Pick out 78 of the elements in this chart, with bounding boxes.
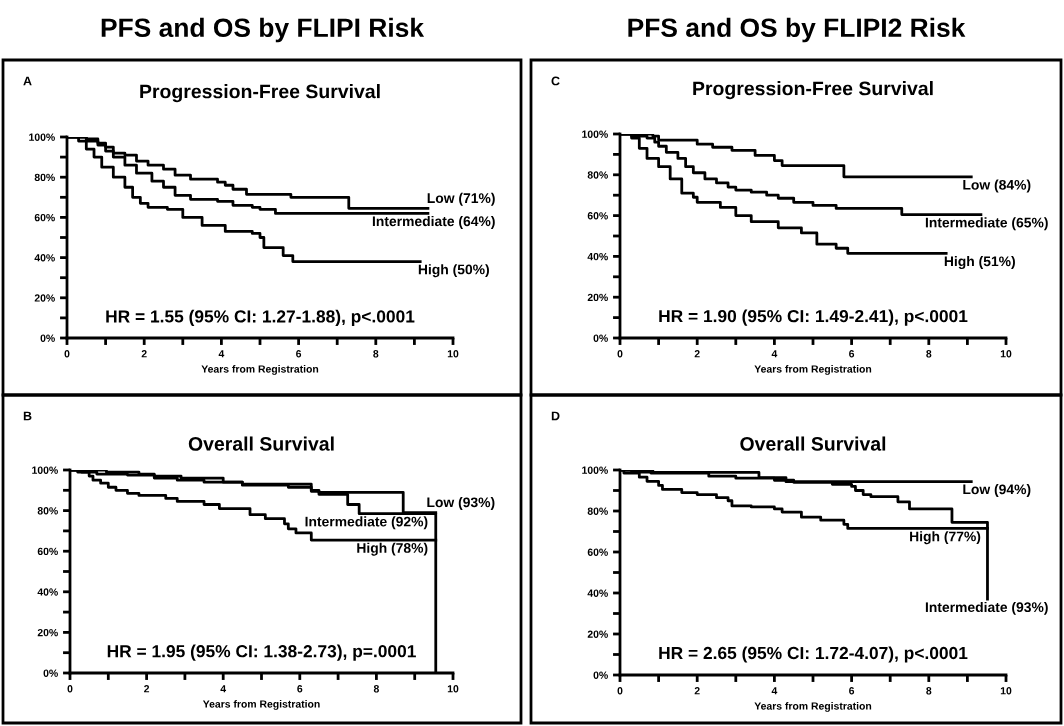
x-axis-title: Years from Registration [202, 700, 320, 710]
y-tick-label: 20% [587, 630, 608, 638]
y-tick-label: 80% [587, 171, 608, 179]
x-tick-label: 0 [67, 685, 73, 693]
text: B [23, 411, 32, 421]
y-tick-label: 40% [37, 588, 58, 596]
series-label: Intermediate (65%) [925, 217, 1048, 231]
y-tick-label: 20% [34, 294, 55, 302]
x-tick-label: 2 [694, 687, 700, 695]
y-tick-label: 0% [593, 671, 608, 679]
y-tick-label: 0% [40, 334, 55, 342]
x-tick-label: 2 [694, 350, 700, 358]
y-tick-label: 100% [32, 466, 58, 474]
y-tick-label: 20% [587, 293, 608, 302]
x-tick-label: 4 [771, 687, 778, 695]
chart-title: Overall Survival [740, 436, 886, 451]
x-tick-label: 2 [144, 685, 150, 693]
chart-subtitle: Progression-Free Survival [140, 84, 380, 103]
x-tick-label: 6 [849, 350, 855, 358]
x-tick-label: 8 [373, 685, 379, 693]
series-label: High (51%) [944, 256, 1015, 270]
series-label: High (77%) [910, 531, 981, 545]
x-axis-title: Years from Registration [754, 702, 872, 712]
y-tick-label: 60% [37, 547, 58, 556]
x-tick-label: 2 [141, 350, 147, 358]
chart-title: Overall Survival [188, 436, 334, 451]
x-tick-label: 10 [447, 350, 459, 358]
y-tick-label: 40% [587, 252, 608, 261]
x-tick-label: 6 [849, 687, 855, 695]
y-tick-label: 80% [587, 507, 608, 515]
y-tick-label: 60% [587, 212, 608, 220]
x-tick-label: 4 [771, 350, 778, 358]
y-tick-label: 100% [29, 133, 55, 141]
series-label: Low (71%) [427, 192, 495, 206]
x-tick-label: 6 [297, 685, 303, 693]
x-tick-label: 6 [296, 350, 302, 358]
chart-subtitle: Progression-Free Survival [693, 81, 933, 100]
y-tick-label: 40% [34, 254, 55, 262]
y-tick-label: 0% [593, 334, 608, 342]
x-tick-label: 10 [1000, 687, 1012, 695]
x-axis-title: Years from Registration [754, 365, 872, 375]
y-tick-label: 20% [37, 628, 58, 637]
x-tick-label: 10 [447, 685, 459, 693]
x-tick-label: 0 [617, 350, 623, 358]
annotation: HR = 1.90 (95% CI: 1.49-2.41), p<.0001 [659, 309, 968, 326]
y-tick-label: 40% [587, 589, 608, 597]
x-tick-label: 0 [617, 687, 623, 695]
x-tick-label: 10 [1000, 350, 1012, 358]
x-tick-label: 0 [64, 350, 70, 358]
series-label: Low (94%) [963, 484, 1031, 497]
series-label: High (50%) [418, 264, 489, 278]
y-tick-label: 80% [34, 173, 55, 182]
y-tick-label: 60% [34, 213, 55, 222]
series-label: Intermediate (92%) [305, 516, 428, 530]
x-tick-label: 8 [373, 350, 379, 358]
y-tick-label: 0% [43, 669, 58, 677]
x-tick-label: 4 [220, 685, 227, 693]
y-tick-label: 100% [582, 466, 608, 474]
text: D [551, 411, 560, 421]
series-label: Low (93%) [427, 497, 495, 510]
chart-title: PFS and OS by FLIPI2 Risk [628, 17, 966, 43]
chart-title: PFS and OS by FLIPI Risk [101, 17, 425, 43]
x-axis-title: Years from Registration [201, 365, 319, 375]
x-tick-label: 8 [926, 687, 932, 695]
annotation: HR = 1.55 (95% CI: 1.27-1.88), p<.0001 [106, 309, 415, 326]
series-label: High (78%) [357, 542, 428, 556]
y-tick-label: 60% [587, 548, 608, 556]
series-label: Intermediate (64%) [372, 215, 495, 229]
annotation: HR = 1.95 (95% CI: 1.38-2.73), p=.0001 [107, 644, 416, 661]
x-tick-label: 4 [218, 350, 225, 358]
x-tick-label: 8 [926, 350, 932, 358]
series-label: Intermediate (93%) [925, 601, 1048, 615]
y-tick-label: 80% [37, 507, 58, 515]
annotation: HR = 2.65 (95% CI: 1.72-4.07), p<.0001 [659, 646, 968, 663]
series-label: Low (84%) [963, 179, 1031, 193]
y-tick-label: 100% [582, 130, 608, 138]
text: A [23, 76, 32, 86]
text: C [551, 76, 560, 86]
